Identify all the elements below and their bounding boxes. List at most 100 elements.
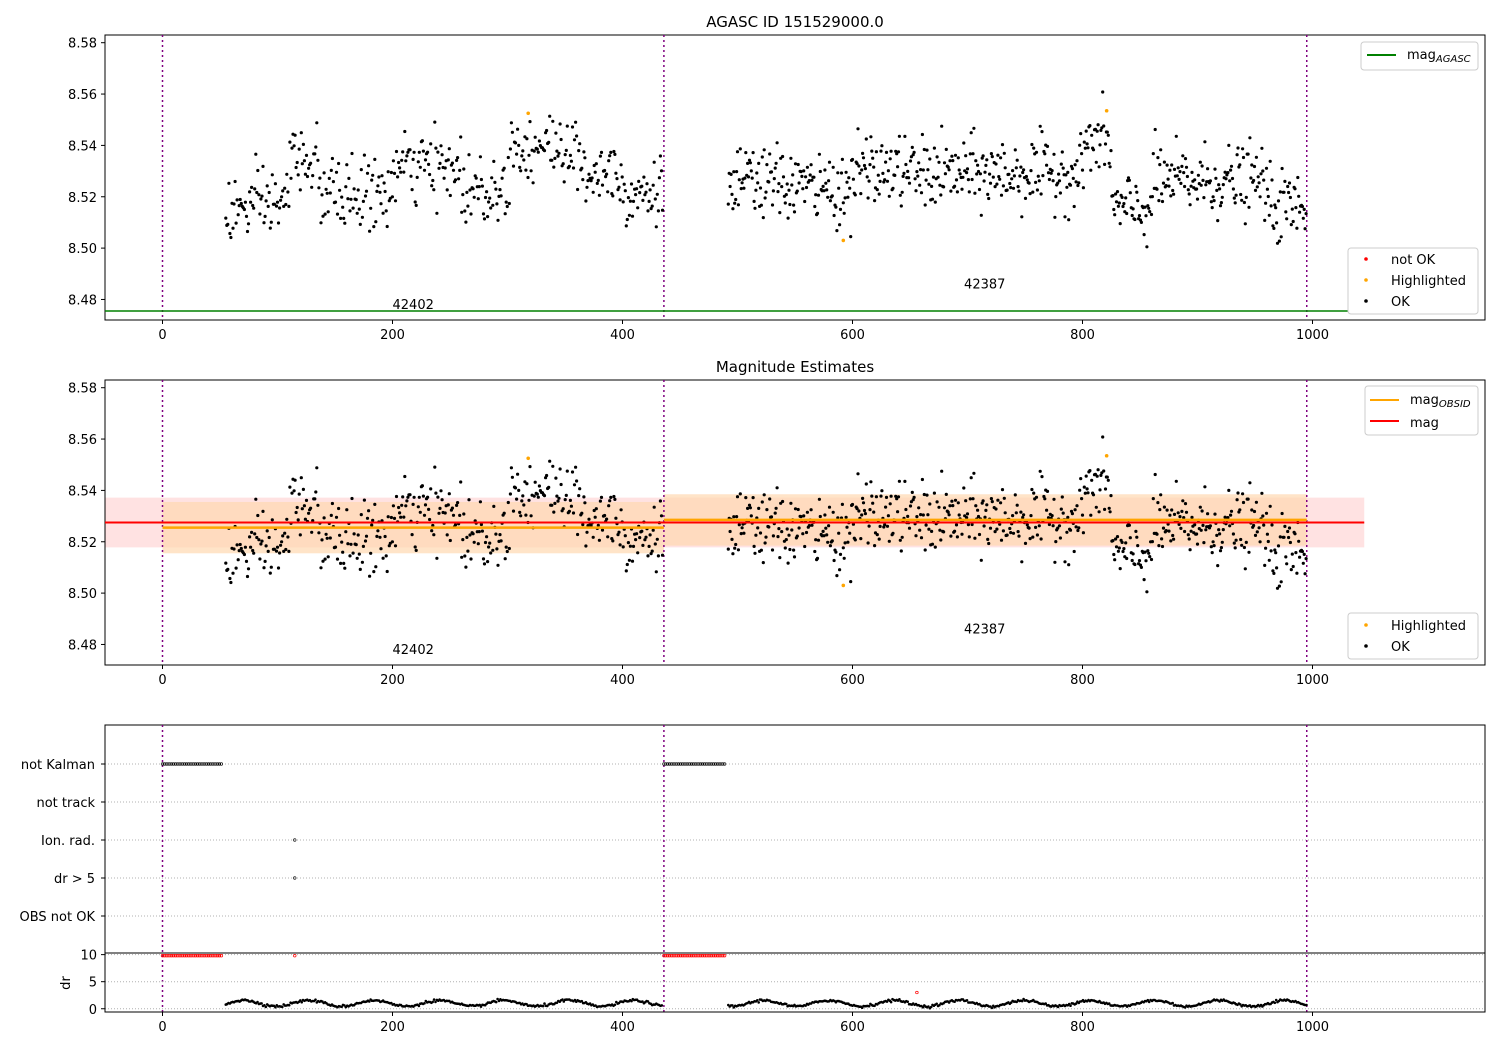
data-point xyxy=(873,544,877,548)
data-point xyxy=(1304,212,1308,216)
data-point xyxy=(431,523,435,528)
data-point xyxy=(1218,532,1222,536)
data-point xyxy=(343,221,347,225)
x-tick-label: 1000 xyxy=(1296,328,1329,343)
data-point xyxy=(1236,491,1240,495)
data-point xyxy=(1126,176,1131,180)
data-point xyxy=(1293,187,1297,191)
data-point xyxy=(251,203,255,208)
data-point xyxy=(429,487,433,491)
dr-high-point xyxy=(208,954,212,958)
data-point xyxy=(290,491,294,495)
data-point xyxy=(930,184,934,188)
data-point xyxy=(861,501,866,505)
dr-high-point xyxy=(190,954,194,958)
data-point xyxy=(932,146,937,150)
data-point xyxy=(1172,167,1177,171)
data-point xyxy=(275,545,280,549)
data-point xyxy=(1057,179,1062,183)
data-point xyxy=(1075,504,1079,508)
data-point xyxy=(608,499,612,503)
data-point xyxy=(558,467,562,471)
data-point xyxy=(455,503,459,507)
data-point xyxy=(314,145,318,149)
data-point xyxy=(946,510,950,514)
data-point xyxy=(430,529,434,533)
data-point xyxy=(795,189,799,193)
data-point xyxy=(619,508,623,512)
dr-high-point xyxy=(188,954,192,958)
data-point xyxy=(386,515,390,519)
data-point xyxy=(658,154,663,158)
dr-point xyxy=(494,1000,498,1004)
data-point xyxy=(542,494,547,498)
data-point xyxy=(265,529,269,533)
data-point xyxy=(500,176,504,180)
data-point xyxy=(400,158,404,162)
data-point xyxy=(557,496,561,500)
data-point xyxy=(491,203,495,207)
data-point xyxy=(912,495,916,499)
data-point xyxy=(791,173,795,177)
data-point xyxy=(889,149,893,153)
data-point xyxy=(1263,218,1267,222)
highlighted-point xyxy=(1104,453,1109,458)
data-point xyxy=(1267,213,1271,217)
dr-high-point xyxy=(170,954,174,958)
data-point xyxy=(919,191,924,195)
data-point xyxy=(750,176,754,180)
data-point xyxy=(1303,572,1307,576)
data-point xyxy=(486,560,490,564)
flag-point xyxy=(166,762,170,766)
data-point xyxy=(356,533,360,537)
data-point xyxy=(772,177,776,181)
data-point xyxy=(986,192,990,196)
data-point xyxy=(413,200,417,204)
data-point xyxy=(816,538,821,542)
data-point xyxy=(1213,167,1217,171)
data-point xyxy=(469,557,473,561)
data-point xyxy=(758,531,763,535)
data-point xyxy=(383,189,387,194)
data-point xyxy=(611,539,615,543)
data-point xyxy=(1008,181,1012,186)
flag-point xyxy=(216,762,220,766)
data-point xyxy=(659,169,664,173)
flag-point xyxy=(212,762,216,766)
data-point xyxy=(593,170,597,174)
dr-point xyxy=(1044,1002,1047,1005)
data-point xyxy=(1089,168,1093,172)
data-point xyxy=(262,221,266,225)
data-point xyxy=(1120,540,1124,545)
data-point xyxy=(981,499,985,503)
data-point xyxy=(582,495,586,499)
data-point xyxy=(1117,546,1121,550)
data-point xyxy=(504,200,508,204)
data-point xyxy=(1285,217,1289,221)
data-point xyxy=(1034,525,1038,530)
data-point xyxy=(1112,552,1116,557)
dr-point xyxy=(479,1005,483,1008)
data-point xyxy=(950,499,954,503)
data-point xyxy=(734,197,738,202)
data-point xyxy=(370,523,374,527)
data-point xyxy=(443,166,447,170)
data-point xyxy=(1244,195,1248,199)
data-point xyxy=(1085,487,1089,491)
data-point xyxy=(762,493,766,497)
data-point xyxy=(1183,502,1188,506)
dr-point xyxy=(785,1002,788,1006)
dr-high-point xyxy=(691,954,695,958)
data-point xyxy=(865,175,869,179)
data-point xyxy=(1078,488,1082,492)
data-point xyxy=(642,175,646,179)
data-point xyxy=(1118,567,1122,571)
data-point xyxy=(1052,497,1056,501)
data-point xyxy=(1000,143,1005,147)
data-point xyxy=(1226,516,1230,520)
data-point xyxy=(448,193,452,198)
data-point xyxy=(880,144,884,148)
data-point xyxy=(261,164,265,168)
data-point xyxy=(1036,174,1040,178)
data-point xyxy=(1117,201,1121,205)
